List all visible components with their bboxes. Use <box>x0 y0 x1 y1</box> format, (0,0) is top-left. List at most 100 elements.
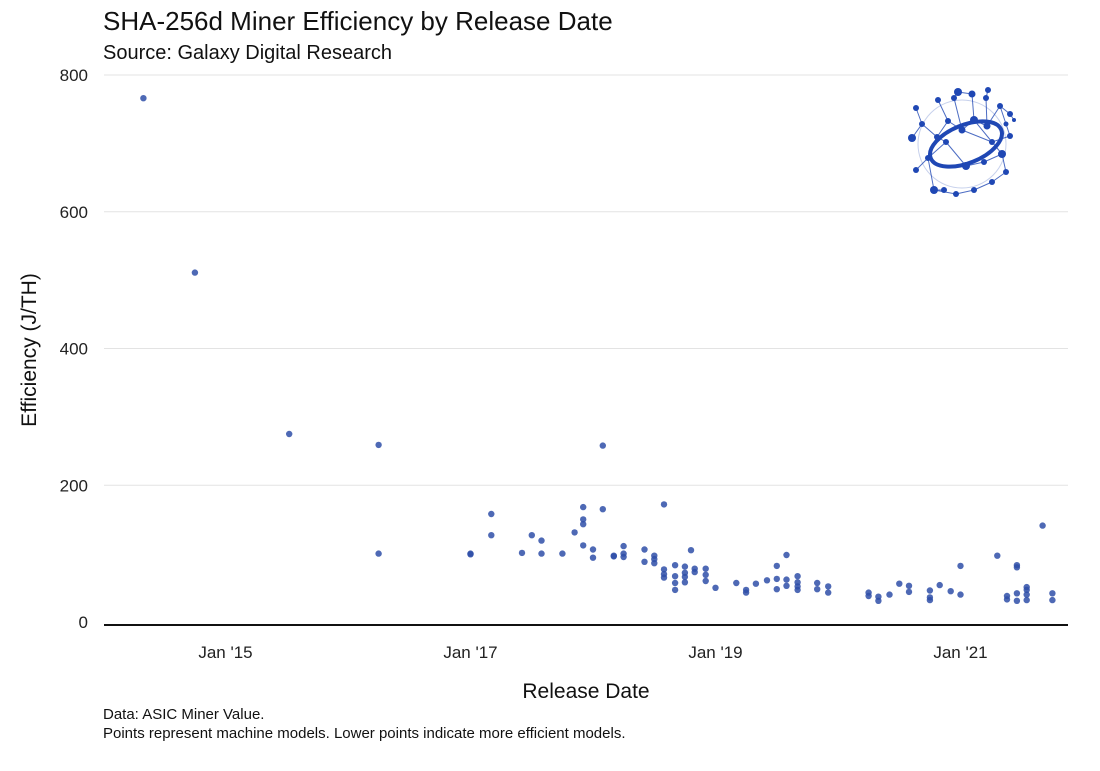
caption-data-source: Data: ASIC Miner Value. <box>103 706 265 723</box>
data-point <box>1013 597 1021 604</box>
y-tick-label: 200 <box>60 476 88 495</box>
data-point <box>580 521 587 528</box>
data-point <box>865 592 872 600</box>
x-axis-ticks: Jan '15 Jan '17 Jan '19 Jan '21 <box>198 643 987 662</box>
data-point <box>825 583 832 590</box>
data-point <box>660 566 668 573</box>
data-point <box>875 597 882 604</box>
data-point <box>538 550 545 557</box>
y-axis-ticks: 0 200 400 600 800 <box>60 66 88 632</box>
data-point <box>671 562 679 569</box>
data-point <box>814 586 821 593</box>
data-points <box>140 95 1056 604</box>
data-point <box>763 577 771 584</box>
data-point <box>286 430 293 438</box>
data-point <box>687 547 695 554</box>
data-point <box>994 552 1001 559</box>
data-point <box>571 529 578 536</box>
data-point <box>825 589 832 596</box>
data-point <box>375 441 382 449</box>
data-point <box>702 577 709 585</box>
data-point <box>783 551 790 559</box>
data-point <box>773 575 780 583</box>
data-point <box>712 584 719 591</box>
y-tick-label: 800 <box>60 66 88 85</box>
data-point <box>620 542 627 550</box>
chart-subtitle: Source: Galaxy Digital Research <box>103 42 393 64</box>
data-point <box>702 565 709 572</box>
data-point <box>660 501 668 508</box>
data-point <box>1023 591 1030 598</box>
y-tick-label: 600 <box>60 203 88 222</box>
data-point <box>896 580 903 587</box>
data-point <box>580 542 587 549</box>
y-axis-title: Efficiency (J/TH) <box>18 273 41 427</box>
data-point <box>1039 522 1046 529</box>
data-point <box>752 580 760 587</box>
galaxy-logo-icon <box>908 87 1016 197</box>
x-tick-label: Jan '15 <box>198 643 252 662</box>
data-point <box>957 591 964 598</box>
data-point <box>538 537 545 544</box>
data-point <box>1049 596 1056 604</box>
data-point <box>580 503 587 511</box>
x-tick-label: Jan '17 <box>443 643 497 662</box>
data-point <box>375 550 382 557</box>
y-tick-label: 0 <box>79 613 88 632</box>
data-point <box>599 442 606 449</box>
data-point <box>926 596 934 604</box>
data-point <box>589 554 597 561</box>
data-point <box>1023 586 1030 594</box>
data-point <box>702 571 709 578</box>
data-point <box>660 574 668 581</box>
chart-title: SHA-256d Miner Efficiency by Release Dat… <box>103 6 613 36</box>
data-point <box>773 586 780 593</box>
data-point <box>641 546 648 553</box>
x-tick-label: Jan '19 <box>688 643 742 662</box>
gridlines <box>104 74 1068 486</box>
data-point <box>681 563 689 570</box>
data-point <box>773 562 780 570</box>
data-point <box>794 573 801 580</box>
data-point <box>681 573 689 581</box>
caption-note: Points represent machine models. Lower p… <box>103 725 626 742</box>
data-point <box>742 589 750 596</box>
data-point <box>681 579 689 586</box>
data-point <box>783 576 790 583</box>
data-point <box>905 582 913 589</box>
data-point <box>488 510 495 518</box>
x-tick-label: Jan '21 <box>933 643 987 662</box>
data-point <box>589 546 597 553</box>
data-point <box>1013 590 1021 597</box>
data-point <box>610 553 617 560</box>
data-point <box>691 568 698 576</box>
data-point <box>733 579 740 587</box>
data-point <box>671 573 679 580</box>
data-point <box>905 588 913 596</box>
data-point <box>957 562 964 570</box>
data-point <box>518 549 526 557</box>
data-point <box>1003 596 1011 603</box>
data-point <box>783 582 790 589</box>
data-point <box>528 532 535 539</box>
data-point <box>620 553 627 561</box>
data-point <box>1023 596 1030 604</box>
data-point <box>886 591 893 598</box>
data-point <box>671 579 679 587</box>
data-point <box>641 558 648 565</box>
data-point <box>814 579 821 587</box>
data-point <box>559 550 566 557</box>
data-point <box>794 586 801 594</box>
data-point <box>1013 564 1021 571</box>
data-point <box>191 269 199 276</box>
data-point <box>1049 590 1056 597</box>
y-tick-label: 400 <box>60 340 88 359</box>
data-point <box>651 560 658 567</box>
data-point <box>947 588 954 595</box>
data-point <box>488 532 495 539</box>
data-point <box>936 581 943 589</box>
data-point <box>580 516 587 523</box>
x-axis-title: Release Date <box>522 680 649 703</box>
data-point <box>599 506 606 513</box>
